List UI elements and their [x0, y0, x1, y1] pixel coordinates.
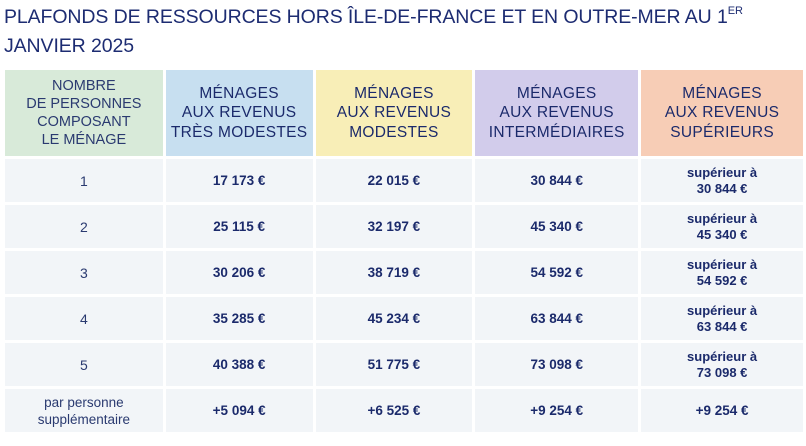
table-row: 3 30 206 € 38 719 € 54 592 € supérieur à…: [5, 251, 803, 294]
cell-persons: 3: [5, 251, 163, 294]
cell-intermediaires: 30 844 €: [475, 159, 639, 202]
table-row-extra-person: par personne supplémentaire +5 094 € +6 5…: [5, 389, 803, 432]
cell-modestes: 45 234 €: [315, 297, 473, 340]
income-ceiling-table: NOMBRE DE PERSONNES COMPOSANT LE MÉNAGE …: [2, 67, 806, 435]
header-household-size: NOMBRE DE PERSONNES COMPOSANT LE MÉNAGE: [5, 70, 163, 156]
cell-tres-modestes: 17 173 €: [165, 159, 313, 202]
cell-extra-person-label: par personne supplémentaire: [5, 389, 163, 432]
cell-tres-modestes: 40 388 €: [165, 343, 313, 386]
header-intermediaires: MÉNAGES AUX REVENUS INTERMÉDIAIRES: [475, 70, 639, 156]
cell-superieurs: supérieur à 63 844 €: [641, 297, 803, 340]
cell-tres-modestes: 35 285 €: [165, 297, 313, 340]
cell-intermediaires: 54 592 €: [475, 251, 639, 294]
cell-persons: 4: [5, 297, 163, 340]
cell-intermediaires: +9 254 €: [475, 389, 639, 432]
cell-superieurs: +9 254 €: [641, 389, 803, 432]
cell-persons: 5: [5, 343, 163, 386]
table-row: 5 40 388 € 51 775 € 73 098 € supérieur à…: [5, 343, 803, 386]
table-row: 4 35 285 € 45 234 € 63 844 € supérieur à…: [5, 297, 803, 340]
cell-modestes: 51 775 €: [315, 343, 473, 386]
table-row: 1 17 173 € 22 015 € 30 844 € supérieur à…: [5, 159, 803, 202]
cell-tres-modestes: +5 094 €: [165, 389, 313, 432]
cell-tres-modestes: 25 115 €: [165, 205, 313, 248]
cell-intermediaires: 73 098 €: [475, 343, 639, 386]
cell-superieurs: supérieur à 73 098 €: [641, 343, 803, 386]
cell-intermediaires: 45 340 €: [475, 205, 639, 248]
table-row: 2 25 115 € 32 197 € 45 340 € supérieur à…: [5, 205, 803, 248]
header-tres-modestes: MÉNAGES AUX REVENUS TRÈS MODESTES: [165, 70, 313, 156]
title-line1: PLAFONDS DE RESSOURCES HORS ÎLE-DE-FRANC…: [4, 6, 728, 28]
cell-superieurs: supérieur à 30 844 €: [641, 159, 803, 202]
title-line2: JANVIER 2025: [4, 35, 134, 57]
page-title: PLAFONDS DE RESSOURCES HORS ÎLE-DE-FRANC…: [4, 3, 794, 61]
cell-modestes: 32 197 €: [315, 205, 473, 248]
cell-persons: 1: [5, 159, 163, 202]
cell-persons: 2: [5, 205, 163, 248]
cell-superieurs: supérieur à 54 592 €: [641, 251, 803, 294]
table-header-row: NOMBRE DE PERSONNES COMPOSANT LE MÉNAGE …: [5, 70, 803, 156]
title-superscript: ER: [727, 5, 743, 17]
cell-modestes: 22 015 €: [315, 159, 473, 202]
cell-tres-modestes: 30 206 €: [165, 251, 313, 294]
header-modestes: MÉNAGES AUX REVENUS MODESTES: [315, 70, 473, 156]
cell-modestes: +6 525 €: [315, 389, 473, 432]
header-superieurs: MÉNAGES AUX REVENUS SUPÉRIEURS: [641, 70, 803, 156]
cell-superieurs: supérieur à 45 340 €: [641, 205, 803, 248]
cell-intermediaires: 63 844 €: [475, 297, 639, 340]
cell-modestes: 38 719 €: [315, 251, 473, 294]
